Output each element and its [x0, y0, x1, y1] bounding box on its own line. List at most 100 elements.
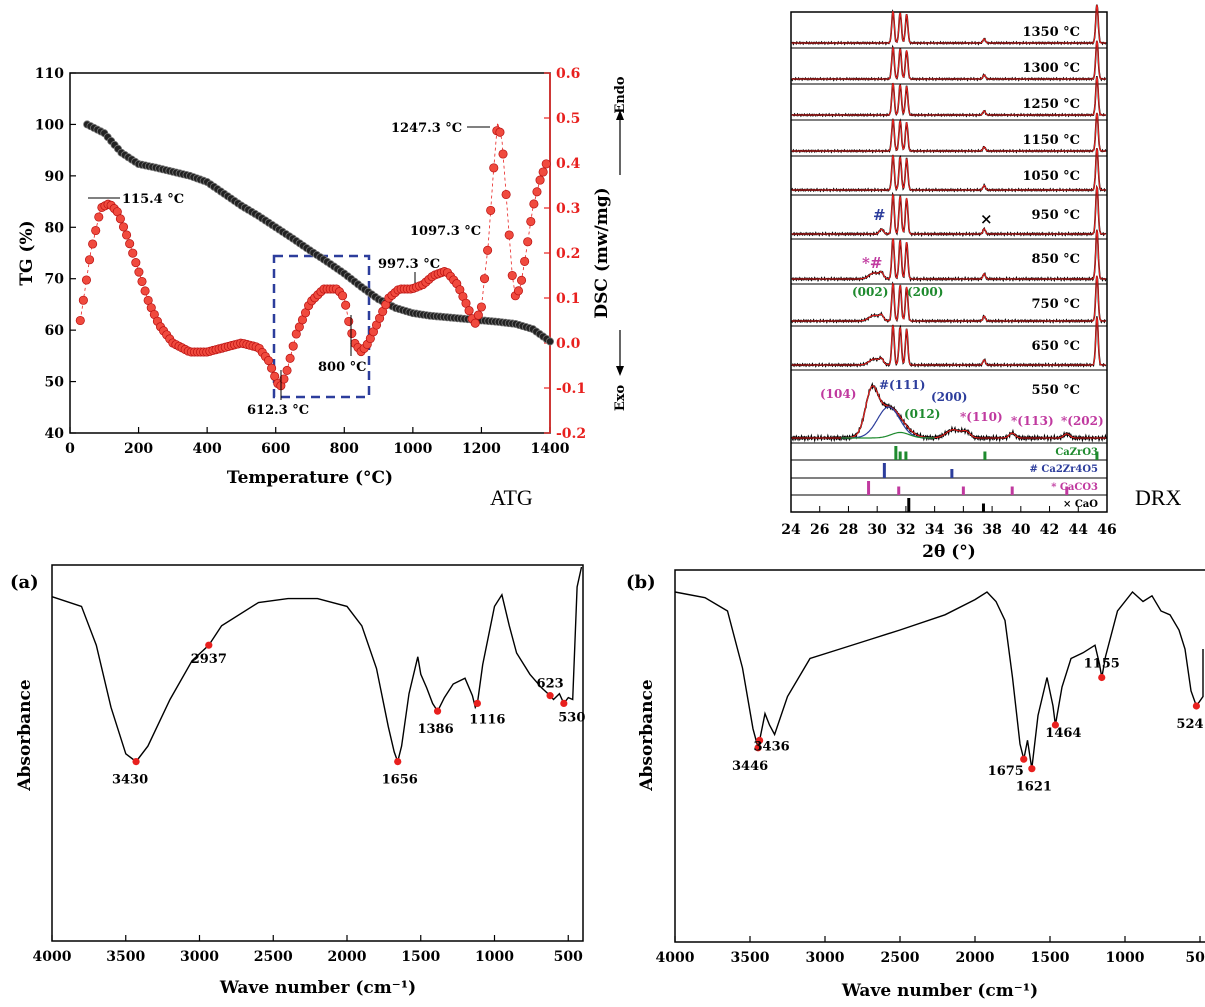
dsc-data-point	[94, 212, 104, 222]
dsc-data-point	[137, 276, 147, 287]
xrd-fitted-pattern	[791, 4, 1106, 44]
tg-x-tick-label: 200	[124, 441, 153, 457]
ftir-b-peak-label: 3436	[754, 739, 790, 754]
tg-y-ticks-right: -0.2 -0.1 0.0 0.1 0.2 0.3 0.4 0.5 0.6	[544, 66, 586, 442]
endo-arrowhead	[616, 110, 624, 120]
xrd-temperature-panels: 1350 °C 1300 °C 1250 °C 1150 °C 1050 °C 950 °…	[790, 4, 1107, 444]
xrd-temperature-label: 1350 °C	[1022, 25, 1080, 40]
ftir-b-peak-marker	[754, 744, 762, 752]
ftir-b-peak-marker	[756, 736, 764, 744]
xrd-x-tick-label: 32	[896, 522, 915, 538]
xrd-panel: 950 °C	[791, 184, 1107, 240]
dsc-data-point	[288, 341, 298, 351]
dsc-data-point	[118, 222, 129, 232]
ftir-b-x-tick-label: 4000	[656, 950, 695, 966]
xrd-reference-bar	[1065, 486, 1069, 495]
xrd-temperature-label: 1050 °C	[1022, 169, 1080, 184]
ftir-b-chart: (b) 4000 3500 3000 2500 2000 1500 1000 500 3446…	[626, 569, 1205, 1001]
xrd-reference-bar	[983, 451, 987, 460]
ftir-a-peak-marker	[132, 758, 140, 766]
ftir-a-plot-frame	[51, 564, 584, 942]
ftir-a-spectrum-line	[51, 566, 583, 764]
ftir-a-peak-marker	[546, 692, 554, 700]
xrd-x-tick-label: 28	[839, 522, 858, 538]
xrd-reference-row: CaZrO3	[791, 446, 1107, 461]
xrd-x-ticks: 24 26 28 30 32 34 36 38 40 42 44 46	[781, 506, 1117, 538]
dsc-data-point	[344, 316, 354, 326]
xrd-reference-bar	[1095, 451, 1099, 460]
ftir-a-peak-marker	[394, 758, 402, 766]
tg-x-tick-label: 600	[261, 441, 290, 457]
xrd-panel: 1150 °C	[791, 112, 1107, 157]
ftir-a-x-tick-label: 4000	[33, 949, 72, 965]
ftir-a-peak-marker	[205, 641, 213, 649]
ftir-b-peak-label: 1675	[988, 764, 1024, 779]
ftir-a-y-axis-title: Absorbance	[15, 679, 35, 792]
dsc-data-point	[75, 315, 85, 326]
dsc-data-point	[504, 230, 514, 240]
dsc-data-point	[507, 270, 517, 281]
tg-x-tick-label: 1000	[393, 441, 432, 457]
dsc-data-point	[341, 300, 351, 310]
xrd-reference-bar	[882, 463, 886, 478]
dsc-data-point	[263, 355, 274, 366]
ftir-a-peak-marker	[560, 699, 568, 708]
ftir-b-x-axis-title: Wave number (cm⁻¹)	[841, 981, 1038, 1001]
xrd-reference-bar	[1010, 486, 1014, 495]
dsc-y-tick-label: 0.4	[556, 156, 581, 172]
xrd-temperature-label: 1300 °C	[1022, 61, 1080, 76]
tg-series-group	[75, 120, 555, 391]
xrd-label-113: *(113)	[1011, 414, 1054, 428]
dsc-data-point	[338, 291, 348, 301]
ftir-b-y-axis-title: Absorbance	[637, 679, 657, 792]
xrd-temperature-label: 850 °C	[1031, 252, 1080, 267]
tg-y-tick-label: 110	[35, 66, 64, 82]
ftir-b-x-tick-label: 1000	[1106, 950, 1145, 966]
dsc-data-point	[470, 318, 480, 328]
xrd-panel: 1350 °C	[791, 4, 1107, 49]
xrd-reference-label: CaZrO3	[1055, 447, 1098, 458]
dsc-data-point	[131, 258, 141, 268]
dsc-data-point	[513, 286, 524, 296]
xrd-x-tick-label: 24	[781, 522, 801, 538]
ftir-b-peak-label: 1155	[1084, 657, 1120, 672]
tg-x-tick-label: 800	[330, 441, 359, 457]
xrd-x-tick-label: 44	[1069, 522, 1089, 538]
dsc-data-point	[526, 216, 536, 227]
dsc-data-point	[529, 199, 539, 209]
xrd-reference-label: # Ca2Zr4O5	[1030, 464, 1098, 475]
dsc-data-point	[140, 286, 150, 296]
endo-label: Endo	[613, 76, 628, 113]
ftir-b-peak-label: 1464	[1045, 726, 1081, 741]
annotation-997: 997.3 °C	[378, 257, 440, 272]
xrd-fit-component-green	[841, 431, 935, 439]
dsc-data-point	[122, 230, 132, 240]
ftir-b-plot-frame	[674, 569, 1205, 943]
ftir-a-x-tick-label: 2000	[328, 949, 367, 965]
annotation-115: 115.4 °C	[122, 192, 184, 207]
xrd-reference-label: × CaO	[1063, 499, 1098, 510]
xrd-label-200-blue: (200)	[931, 390, 967, 404]
tg-y-tick-label: 90	[45, 169, 65, 185]
tg-x-tick-label: 0	[65, 441, 75, 457]
xrd-panel: 550 °C	[790, 381, 1107, 444]
panel-b-letter: (b)	[626, 572, 656, 593]
xrd-label-002: (002)	[852, 285, 888, 299]
ftir-a-peak-label: 623	[537, 677, 564, 692]
tg-dsc-chart: 0 200 400 600 800 1000 1200 1400 40 50 60 70 80 90 10…	[17, 66, 628, 488]
dsc-y-tick-label: 0.0	[556, 336, 581, 352]
tg-y-tick-label: 70	[45, 272, 65, 288]
xrd-panel: 850 °C	[791, 229, 1107, 285]
ftir-b-x-tick-label: 500	[1185, 950, 1205, 966]
xrd-label-202: *(202)	[1061, 414, 1104, 428]
exo-label: Exo	[613, 385, 628, 412]
xrd-cao-marker: ×	[980, 210, 993, 228]
ftir-a-peak-marker	[433, 707, 442, 715]
xrd-label-012: (012)	[904, 407, 940, 421]
dsc-data-point	[495, 127, 505, 137]
xrd-label-104: (104)	[820, 387, 856, 401]
xrd-reference-bar	[898, 451, 902, 460]
xrd-panel: 1050 °C	[790, 147, 1107, 196]
